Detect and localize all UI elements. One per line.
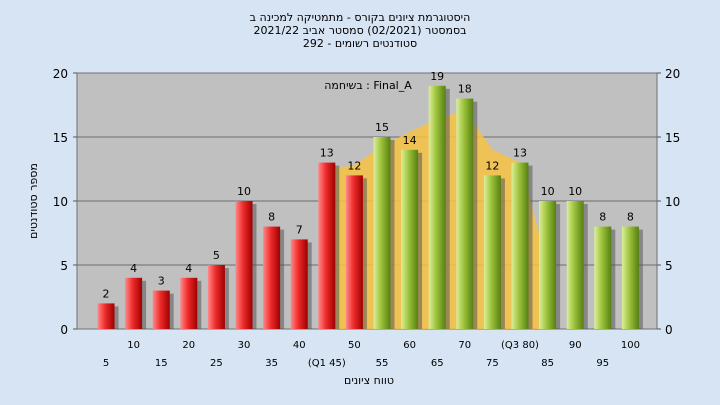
bars xyxy=(97,85,643,329)
bar-value-label: 14 xyxy=(403,134,417,147)
bar-380 xyxy=(511,162,529,329)
bar-value-label: 8 xyxy=(268,211,275,224)
bar-value-label: 3 xyxy=(158,275,165,288)
bar-65 xyxy=(428,85,446,329)
bar-95 xyxy=(594,226,612,329)
y-tick-left: 20 xyxy=(53,67,68,81)
x-tick-label: 20 xyxy=(182,340,195,351)
x-tick-label: 85 xyxy=(541,358,554,369)
bar-145 xyxy=(318,162,336,329)
bar-value-label: 18 xyxy=(458,83,472,96)
y-axis-title: מספר סטודנטים xyxy=(27,163,40,239)
x-tick-label: 90 xyxy=(569,340,582,351)
legend: בשיחמה : Final_A xyxy=(324,79,412,92)
bar-85 xyxy=(539,201,557,329)
y-tick-right: 0 xyxy=(665,323,673,337)
x-tick-label: (Q3 80) xyxy=(501,340,539,351)
bar-value-label: 8 xyxy=(599,211,606,224)
bar-value-label: 7 xyxy=(296,223,303,236)
bar-15 xyxy=(152,290,170,329)
y-tick-right: 20 xyxy=(665,67,680,81)
bar-value-label: 2 xyxy=(103,287,110,300)
y-tick-left: 0 xyxy=(60,323,68,337)
x-tick-label: 65 xyxy=(431,358,444,369)
bar-value-label: 4 xyxy=(130,262,137,275)
chart-title-line-3: סטודנטים רשומים - 292 xyxy=(303,37,417,50)
x-tick-label: 60 xyxy=(403,340,416,351)
bar-90 xyxy=(566,201,584,329)
x-tick-label: 50 xyxy=(348,340,361,351)
bar-value-label: 15 xyxy=(375,121,389,134)
bar-40 xyxy=(290,239,308,329)
x-tick-label: 35 xyxy=(265,358,278,369)
x-tick-label: 95 xyxy=(596,358,609,369)
y-tick-right: 10 xyxy=(665,195,680,209)
bar-25 xyxy=(207,265,225,329)
y-tick-right: 15 xyxy=(665,131,680,145)
data-labels: 2 4 3 4 5 10 8 7 13 12 15 14 19 18 12 13 10 10 8 8 xyxy=(103,70,634,301)
bar-value-label: 12 xyxy=(347,159,361,172)
x-tick-label: 75 xyxy=(486,358,499,369)
bar-value-label: 10 xyxy=(237,185,251,198)
bar-value-label: 10 xyxy=(541,185,555,198)
bar-value-label: 4 xyxy=(185,262,192,275)
bar-10 xyxy=(125,277,143,329)
y-tick-left: 5 xyxy=(60,259,68,273)
bar-30 xyxy=(235,201,253,329)
bar-value-label: 19 xyxy=(430,70,444,83)
bar-value-label: 12 xyxy=(485,159,499,172)
chart-title-line-1: היסטוגרמת ציונים בקורס - מתמטיקה למכינה … xyxy=(250,11,471,24)
x-axis-title: טווח ציונים xyxy=(344,374,394,387)
bar-20 xyxy=(180,277,198,329)
y-tick-labels: 0 0 5 5 10 10 15 15 20 20 xyxy=(53,67,681,337)
x-tick-label: 100 xyxy=(621,340,640,351)
x-tick-label: 70 xyxy=(458,340,471,351)
bar-75 xyxy=(483,175,501,329)
x-tick-label: 40 xyxy=(293,340,306,351)
bar-value-label: 13 xyxy=(320,147,334,160)
bar-50 xyxy=(345,175,363,329)
bar-5 xyxy=(97,303,115,329)
bar-100 xyxy=(621,226,639,329)
x-tick-label: 10 xyxy=(127,340,140,351)
y-tick-right: 5 xyxy=(665,259,673,273)
x-tick-label: 30 xyxy=(238,340,251,351)
bar-60 xyxy=(401,149,419,329)
x-tick-label: 5 xyxy=(103,358,109,369)
bar-55 xyxy=(373,137,391,329)
x-tick-label: 25 xyxy=(210,358,223,369)
bar-35 xyxy=(263,226,281,329)
y-tick-left: 15 xyxy=(53,131,68,145)
bar-value-label: 13 xyxy=(513,147,527,160)
bar-value-label: 5 xyxy=(213,249,220,262)
x-tick-label: 15 xyxy=(155,358,168,369)
y-tick-left: 10 xyxy=(53,195,68,209)
bar-value-label: 8 xyxy=(627,211,634,224)
x-tick-label: (Q1 45) xyxy=(308,358,346,369)
x-tick-label: 55 xyxy=(376,358,389,369)
x-tick-labels: 5 10 15 20 25 30 35 40(Q1 45)50 55 60 65 70 75(Q3 80… xyxy=(103,340,640,369)
bar-70 xyxy=(456,98,474,329)
chart-title-line-2: בסמסטר (02/2021) סמסטר אביב 2021/22 xyxy=(253,24,466,37)
bar-value-label: 10 xyxy=(568,185,582,198)
